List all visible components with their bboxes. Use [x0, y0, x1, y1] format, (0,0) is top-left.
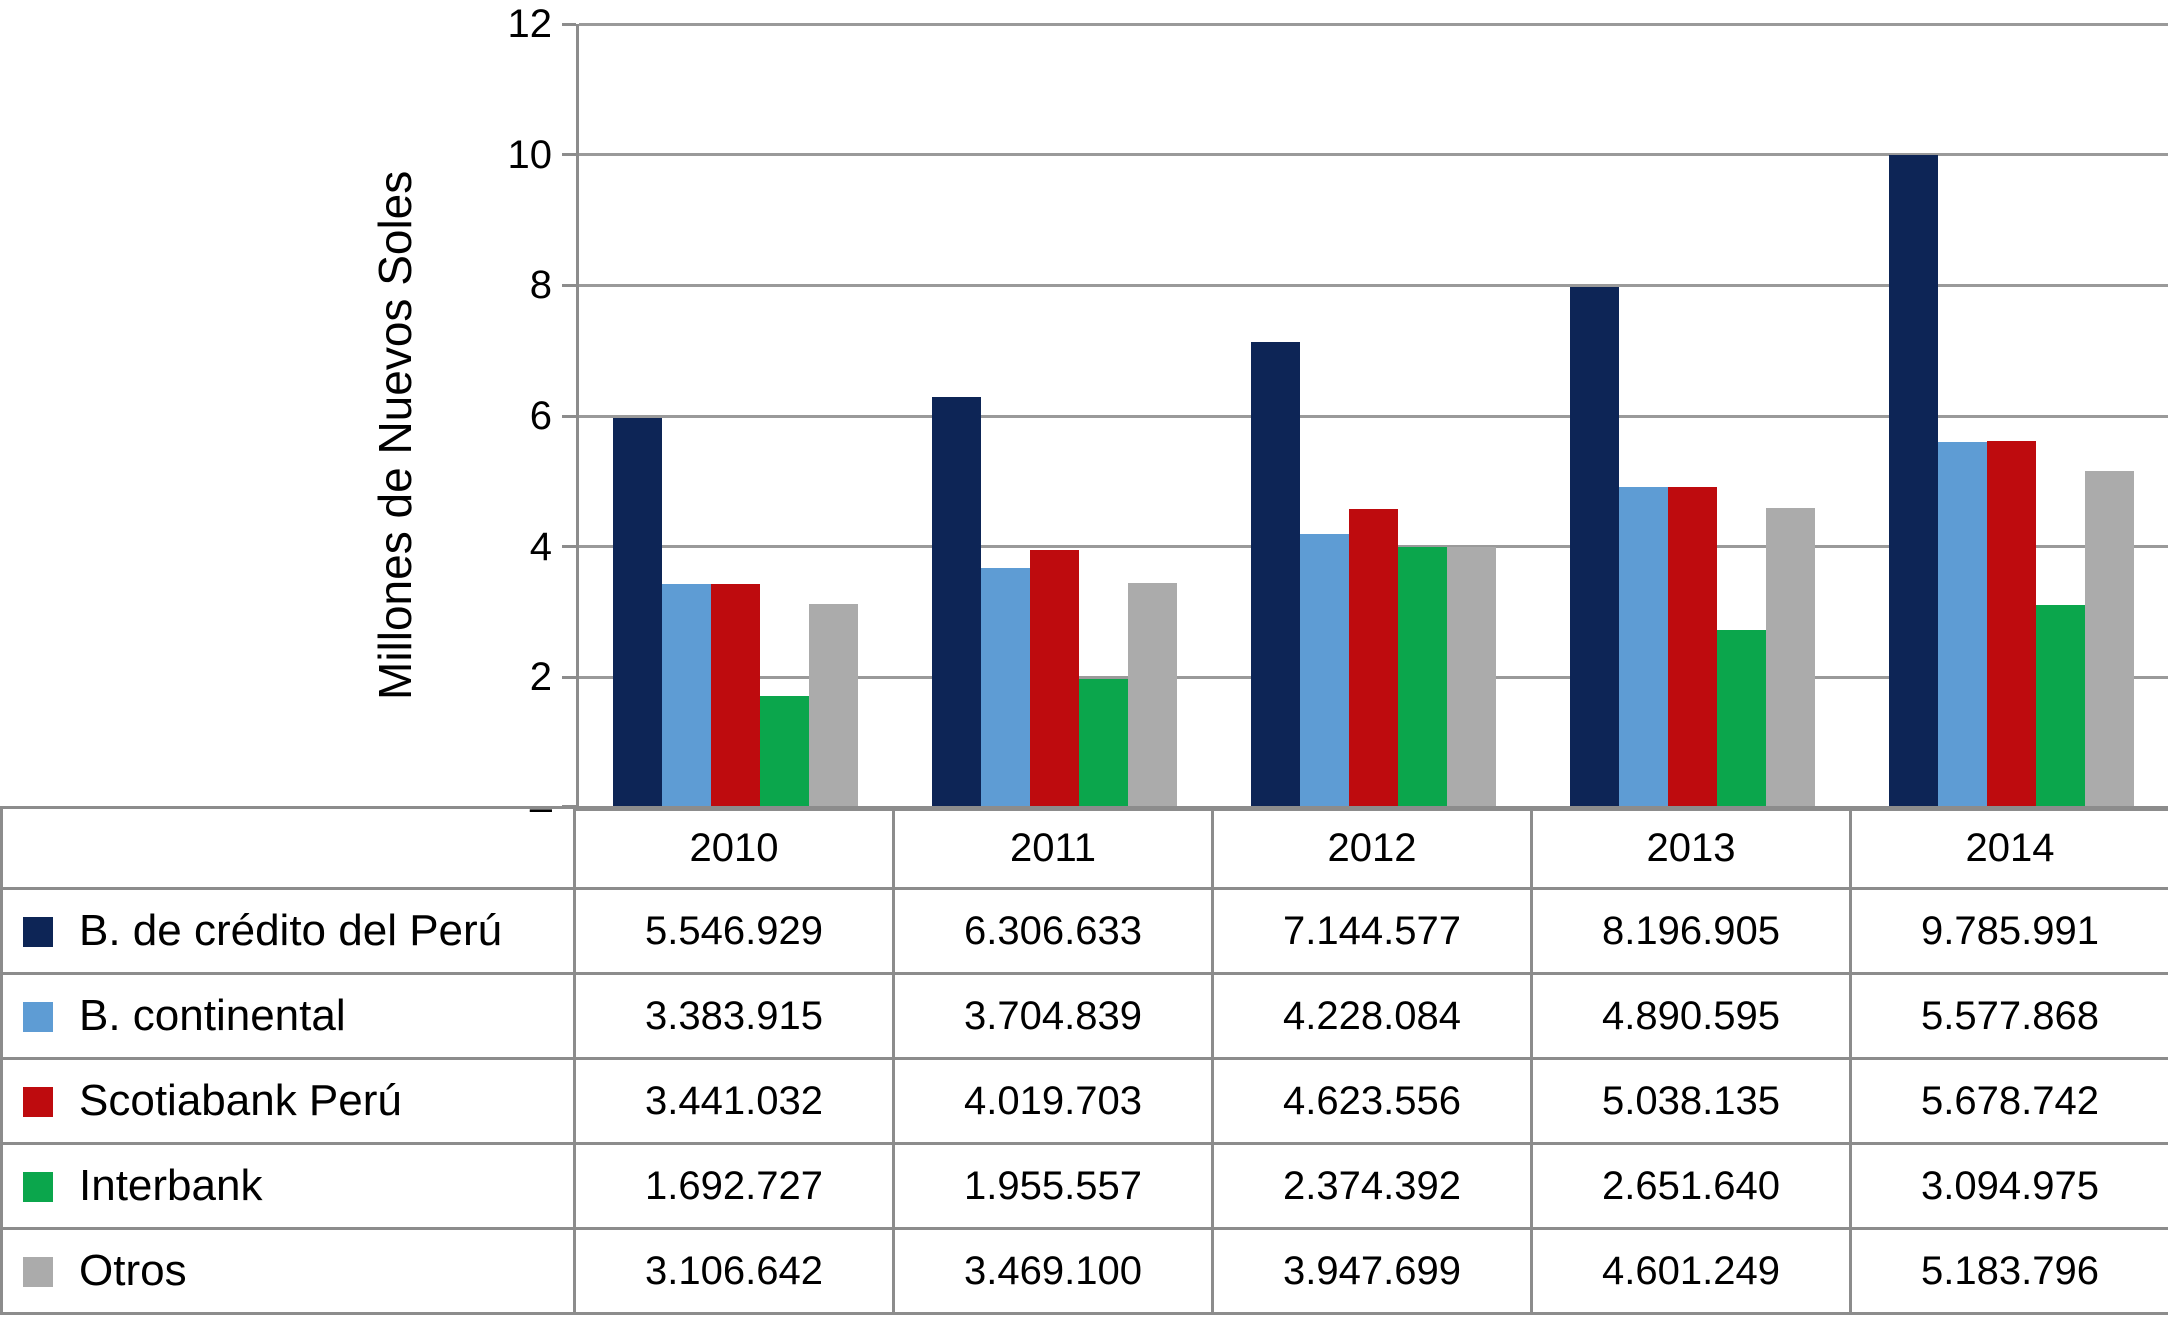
bar-2013-series-0 — [1570, 287, 1619, 808]
bar-2014-series-4 — [2085, 470, 2134, 808]
gridline — [579, 414, 2168, 418]
bar-2013-series-3 — [1717, 630, 1766, 808]
gridline — [579, 283, 2168, 287]
y-tick-label: 4 — [529, 524, 552, 569]
value-cell-2013-series-1: 4.890.595 — [1530, 972, 1852, 1060]
legend-swatch-icon — [23, 917, 53, 947]
bar-2014-series-0 — [1889, 154, 1938, 808]
legend-cell-series-4: Otros — [0, 1227, 576, 1315]
value-cell-2011-series-1: 3.704.839 — [892, 972, 1214, 1060]
bar-2014-series-1 — [1938, 442, 1987, 808]
value-cell-2013-series-3: 2.651.640 — [1530, 1142, 1852, 1230]
bar-2011-series-0 — [932, 397, 981, 808]
y-axis-tick-mark — [562, 283, 576, 287]
value-cell-2013-series-4: 4.601.249 — [1530, 1227, 1852, 1315]
year-label-2011: 2011 — [892, 806, 1214, 890]
legend-cell-series-0: B. de crédito del Perú — [0, 887, 576, 975]
legend-label: Scotiabank Perú — [79, 1076, 402, 1125]
legend-cell-series-2: Scotiabank Perú — [0, 1057, 576, 1145]
bar-2011-series-2 — [1030, 549, 1079, 808]
bar-2011-series-1 — [981, 568, 1030, 808]
value-cell-2011-series-3: 1.955.557 — [892, 1142, 1214, 1230]
y-axis-tick-mark — [562, 22, 576, 26]
year-label-2013: 2013 — [1530, 806, 1852, 890]
value-cell-2012-series-3: 2.374.392 — [1211, 1142, 1533, 1230]
legend-label: Otros — [79, 1246, 187, 1295]
value-cell-2011-series-4: 3.469.100 — [892, 1227, 1214, 1315]
bar-2010-series-3 — [760, 696, 809, 808]
y-axis-tick-mark — [562, 414, 576, 418]
table-corner-empty — [0, 806, 576, 890]
y-tick-label: 8 — [529, 263, 552, 308]
value-cell-2013-series-0: 8.196.905 — [1530, 887, 1852, 975]
series-row-2: Scotiabank Perú 3.441.032 4.019.703 4.623.5… — [0, 1057, 2168, 1145]
data-table: 2010 2011 2012 2013 2014 B. de crédito del Pe… — [0, 806, 2168, 1315]
year-label-2010: 2010 — [573, 806, 895, 890]
value-cell-2012-series-1: 4.228.084 — [1211, 972, 1533, 1060]
value-cell-2012-series-4: 3.947.699 — [1211, 1227, 1533, 1315]
year-header-row: 2010 2011 2012 2013 2014 — [0, 806, 2168, 890]
gridline — [579, 153, 2168, 157]
legend-label: B. continental — [79, 991, 346, 1040]
bar-2010-series-2 — [711, 583, 760, 808]
value-cell-2011-series-2: 4.019.703 — [892, 1057, 1214, 1145]
series-row-0: B. de crédito del Perú 5.546.929 6.306.633… — [0, 887, 2168, 975]
bar-2010-series-4 — [809, 604, 858, 808]
value-cell-2014-series-4: 5.183.796 — [1849, 1227, 2168, 1315]
bar-2013-series-1 — [1619, 487, 1668, 808]
gridline — [579, 22, 2168, 26]
bar-2012-series-0 — [1251, 342, 1300, 808]
series-row-1: B. continental 3.383.915 3.704.839 4.228.08… — [0, 972, 2168, 1060]
value-cell-2010-series-4: 3.106.642 — [573, 1227, 895, 1315]
legend-swatch-icon — [23, 1172, 53, 1202]
bar-2012-series-4 — [1447, 546, 1496, 808]
bar-2011-series-4 — [1128, 583, 1177, 808]
legend-swatch-icon — [23, 1087, 53, 1117]
value-cell-2012-series-0: 7.144.577 — [1211, 887, 1533, 975]
value-cell-2013-series-2: 5.038.135 — [1530, 1057, 1852, 1145]
y-tick-label: 2 — [529, 655, 552, 700]
year-label-2012: 2012 — [1211, 806, 1533, 890]
y-axis-tick-mark — [562, 805, 576, 808]
bar-2011-series-3 — [1079, 679, 1128, 808]
bar-2012-series-3 — [1398, 546, 1447, 808]
y-tick-label: 10 — [507, 132, 553, 177]
chart-data-table: 2010 2011 2012 2013 2014 B. de crédito del Pe… — [0, 806, 2168, 1315]
series-row-4: Otros 3.106.642 3.469.100 3.947.699 4.601.24… — [0, 1227, 2168, 1315]
legend-cell-series-1: B. continental — [0, 972, 576, 1060]
legend-label: Interbank — [79, 1161, 263, 1210]
legend-swatch-icon — [23, 1002, 53, 1032]
plot-area — [562, 22, 2168, 811]
y-axis-tick-mark — [562, 153, 576, 157]
bar-2013-series-4 — [1766, 508, 1815, 808]
y-tick-label: 12 — [507, 2, 553, 46]
value-cell-2014-series-2: 5.678.742 — [1849, 1057, 2168, 1145]
bar-2014-series-2 — [1987, 440, 2036, 808]
value-cell-2010-series-0: 5.546.929 — [573, 887, 895, 975]
y-axis-tick-mark — [562, 545, 576, 549]
bar-2010-series-0 — [613, 417, 662, 808]
value-cell-2010-series-2: 3.441.032 — [573, 1057, 895, 1145]
bar-2014-series-3 — [2036, 604, 2085, 808]
value-cell-2010-series-1: 3.383.915 — [573, 972, 895, 1060]
value-cell-2012-series-2: 4.623.556 — [1211, 1057, 1533, 1145]
legend-label: B. de crédito del Perú — [79, 906, 503, 955]
bar-2012-series-2 — [1349, 508, 1398, 808]
bar-2012-series-1 — [1300, 533, 1349, 808]
y-tick-label: 6 — [529, 394, 552, 438]
value-cell-2014-series-0: 9.785.991 — [1849, 887, 2168, 975]
legend-cell-series-3: Interbank — [0, 1142, 576, 1230]
series-row-3: Interbank 1.692.727 1.955.557 2.374.392 2.65… — [0, 1142, 2168, 1230]
bar-2010-series-1 — [662, 583, 711, 808]
value-cell-2014-series-3: 3.094.975 — [1849, 1142, 2168, 1230]
value-cell-2014-series-1: 5.577.868 — [1849, 972, 2168, 1060]
value-cell-2011-series-0: 6.306.633 — [892, 887, 1214, 975]
value-cell-2010-series-3: 1.692.727 — [573, 1142, 895, 1230]
y-axis-tick-mark — [562, 675, 576, 679]
year-label-2014: 2014 — [1849, 806, 2168, 890]
bar-2013-series-2 — [1668, 487, 1717, 808]
legend-swatch-icon — [23, 1257, 53, 1287]
